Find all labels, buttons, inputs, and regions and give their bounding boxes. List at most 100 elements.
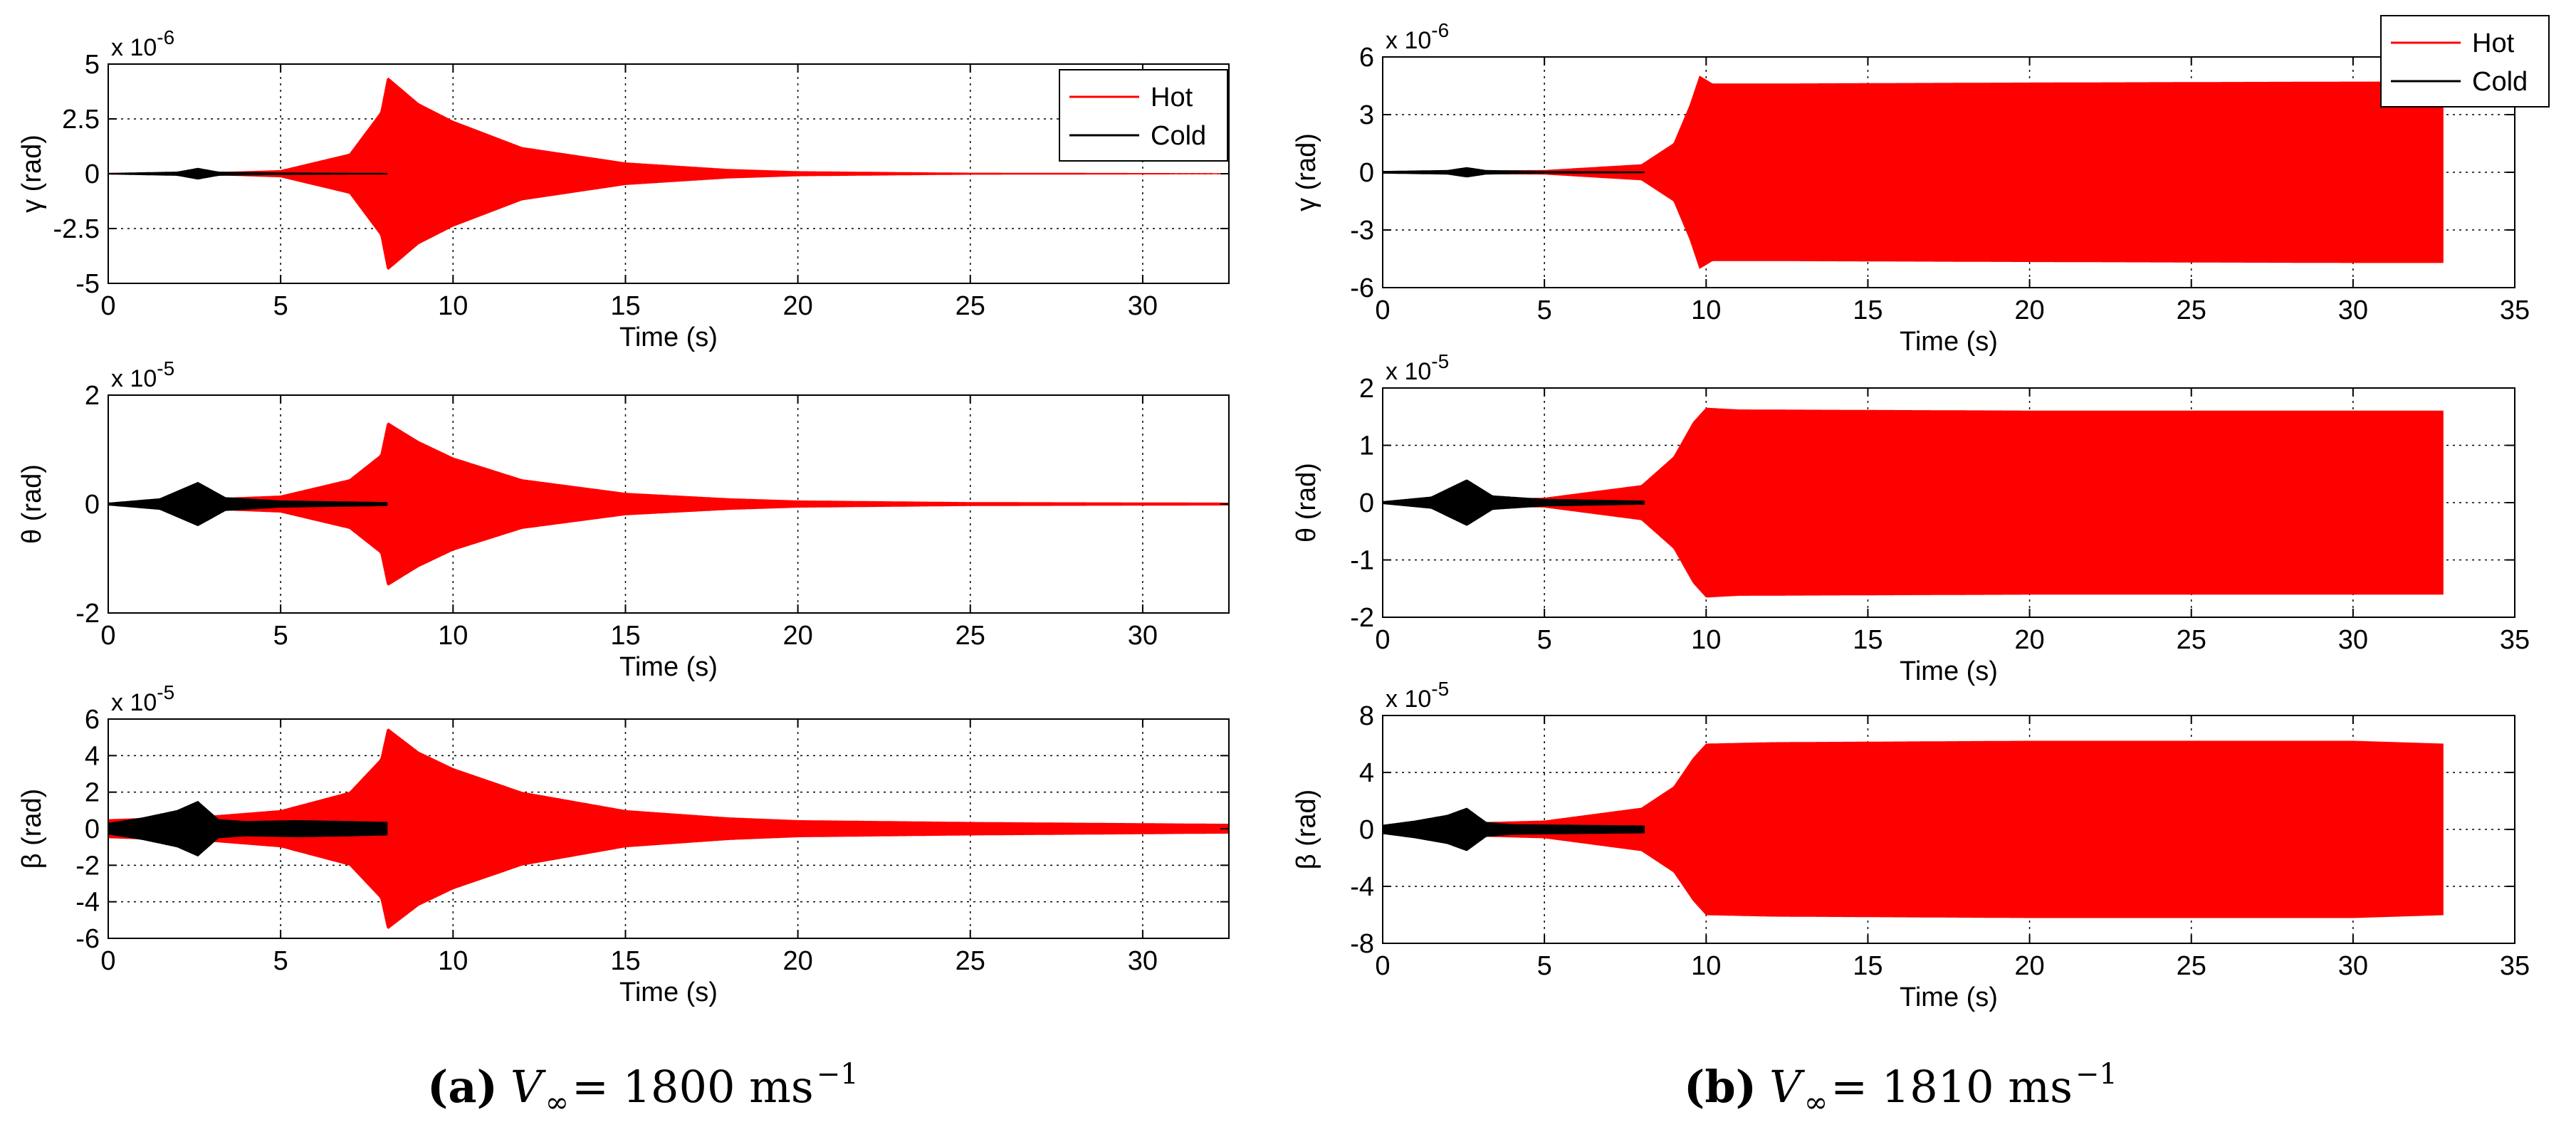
series-cold (1382, 479, 1645, 526)
x-tick-label: 20 (2014, 625, 2044, 655)
y-tick-label: 1 (1359, 431, 1374, 461)
subplot-b-1: 0 5 10 15 20 25 30 35 -6 -3 0 3 6 Time (s) γ (rad) x 10… (1292, 15, 2550, 357)
x-tick-label: 20 (2014, 295, 2044, 325)
x-axis-label: Time (s) (619, 977, 718, 1007)
x-tick-label: 10 (1691, 295, 1721, 325)
y-tick-label: -2 (75, 599, 100, 629)
x-tick-label: 30 (2338, 625, 2368, 655)
y-tick-label: -1 (1350, 546, 1374, 576)
x-tick-label: 25 (955, 291, 985, 321)
x-tick-label: 0 (100, 946, 115, 976)
x-axis-label: Time (s) (619, 323, 718, 352)
legend: Hot Cold (2380, 15, 2550, 108)
legend-label-hot: Hot (2472, 28, 2515, 58)
legend-label-cold: Cold (1151, 121, 1206, 151)
y-tick-label: -6 (75, 924, 100, 954)
x-tick-label: 15 (1853, 295, 1883, 325)
y-axis-label: β (rad) (17, 789, 47, 869)
x-tick-label: 10 (438, 621, 468, 651)
y-tick-label: -4 (75, 888, 100, 918)
subplot-a-3: 0 5 10 15 20 25 30 -6 -4 -2 0 2 4 6 Time (s) β (rad) x 1… (17, 681, 1230, 1007)
series-cold (1382, 807, 1645, 851)
subplot-a-1: 0 5 10 15 20 25 30 -5 -2.5 0 2.5 5 Time (s) γ (rad) x … (17, 26, 1230, 352)
x-tick-label: 15 (1853, 951, 1883, 981)
y-axis-label: θ (rad) (17, 464, 47, 544)
series-cold (108, 167, 388, 180)
x-tick-label: 0 (100, 621, 115, 651)
x-tick-label: 20 (782, 946, 812, 976)
series-hot (1382, 75, 2444, 269)
y-tick-label: 0 (85, 814, 100, 844)
axis-multiplier: x 10-5 (111, 681, 174, 716)
axis-multiplier: x 10-5 (111, 357, 174, 392)
y-tick-label: 8 (1359, 701, 1374, 731)
x-axis-label: Time (s) (619, 652, 718, 682)
x-tick-label: 30 (1128, 621, 1158, 651)
x-tick-label: 0 (1375, 625, 1390, 655)
series-cold (108, 481, 388, 527)
x-tick-label: 0 (1375, 951, 1390, 981)
y-tick-label: 2.5 (62, 105, 100, 135)
y-tick-label: -8 (1350, 929, 1374, 959)
x-tick-label: 30 (2338, 295, 2368, 325)
x-tick-label: 5 (273, 621, 288, 651)
x-tick-label: 15 (610, 621, 640, 651)
y-tick-label: -3 (1350, 216, 1374, 246)
x-tick-label: 10 (438, 291, 468, 321)
y-tick-label: -6 (1350, 273, 1374, 303)
x-tick-label: 25 (2177, 625, 2206, 655)
axis-multiplier: x 10-5 (1386, 350, 1449, 385)
x-tick-label: 35 (2500, 295, 2530, 325)
x-tick-label: 35 (2500, 625, 2530, 655)
y-tick-label: 0 (1359, 158, 1374, 188)
x-tick-label: 15 (610, 946, 640, 976)
y-axis-label: θ (rad) (1292, 463, 1321, 542)
x-tick-label: 15 (610, 291, 640, 321)
x-axis-label: Time (s) (1900, 656, 1998, 686)
y-tick-label: -5 (75, 269, 100, 299)
y-tick-label: 0 (1359, 488, 1374, 518)
x-tick-label: 30 (2338, 951, 2368, 981)
series-cold (1382, 167, 1645, 178)
series-hot (1382, 740, 2444, 918)
axis-multiplier: x 10-6 (1386, 19, 1449, 54)
caption-b: (b) V ∞ = 1810 ms −1 (1684, 1058, 2117, 1119)
x-tick-label: 5 (1537, 295, 1552, 325)
y-tick-label: 4 (85, 741, 100, 771)
y-tick-label: 2 (1359, 374, 1374, 404)
y-tick-label: 3 (1359, 100, 1374, 130)
y-axis-label: γ (rad) (1292, 133, 1321, 211)
y-axis-label: γ (rad) (17, 135, 47, 213)
y-tick-label: 2 (85, 778, 100, 808)
legend-box (1059, 69, 1228, 162)
subplot-b-2: 0 5 10 15 20 25 30 35 -2 -1 0 1 2 Time (s) θ (rad) x 10… (1292, 350, 2530, 686)
y-tick-label: 0 (85, 159, 100, 189)
legend-label-hot: Hot (1151, 83, 1193, 112)
x-axis-label: Time (s) (1900, 982, 1998, 1012)
x-tick-label: 25 (2177, 951, 2206, 981)
x-tick-label: 15 (1853, 625, 1883, 655)
x-tick-label: 30 (1128, 946, 1158, 976)
x-tick-label: 25 (955, 946, 985, 976)
subplot-b-3: 0 5 10 15 20 25 30 35 -8 -4 0 4 8 Time (s) β (rad) x 10… (1292, 678, 2530, 1012)
y-axis-label: β (rad) (1292, 790, 1321, 870)
y-tick-label: 0 (1359, 815, 1374, 845)
y-tick-label: -2 (75, 851, 100, 881)
x-tick-label: 0 (1375, 295, 1390, 325)
legend-label-cold: Cold (2472, 67, 2528, 97)
y-tick-label: 2 (85, 381, 100, 411)
x-axis-label: Time (s) (1900, 327, 1998, 357)
y-tick-label: -2 (1350, 603, 1374, 633)
x-tick-label: 10 (1691, 625, 1721, 655)
x-tick-label: 20 (782, 291, 812, 321)
x-tick-label: 10 (438, 946, 468, 976)
x-tick-label: 5 (273, 946, 288, 976)
x-tick-label: 5 (1537, 625, 1552, 655)
y-tick-label: -4 (1350, 872, 1374, 902)
x-tick-label: 10 (1691, 951, 1721, 981)
y-tick-label: -2.5 (53, 214, 100, 244)
x-tick-label: 25 (2177, 295, 2206, 325)
x-tick-label: 25 (955, 621, 985, 651)
axis-multiplier: x 10-6 (111, 26, 174, 61)
